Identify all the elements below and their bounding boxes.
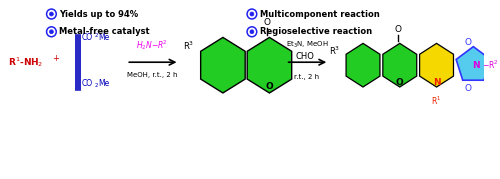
- Circle shape: [250, 30, 254, 34]
- Circle shape: [247, 27, 256, 37]
- Text: Me: Me: [98, 79, 110, 88]
- Polygon shape: [420, 43, 454, 87]
- Circle shape: [247, 9, 256, 19]
- Text: Et$_3$N, MeOH: Et$_3$N, MeOH: [286, 40, 329, 50]
- Circle shape: [46, 9, 56, 19]
- Polygon shape: [247, 37, 292, 93]
- Polygon shape: [383, 43, 416, 87]
- Polygon shape: [346, 43, 380, 87]
- Polygon shape: [200, 37, 245, 93]
- Circle shape: [46, 27, 56, 37]
- Text: r.t., 2 h: r.t., 2 h: [294, 74, 320, 80]
- Circle shape: [250, 12, 254, 16]
- Text: O: O: [394, 25, 401, 34]
- Circle shape: [50, 12, 54, 16]
- Text: O: O: [464, 38, 471, 47]
- Text: N: N: [472, 61, 480, 70]
- Text: 2: 2: [94, 83, 98, 88]
- Text: R$^3$: R$^3$: [328, 45, 340, 57]
- Text: O: O: [263, 18, 270, 28]
- Text: Regioselective reaction: Regioselective reaction: [260, 27, 372, 36]
- Circle shape: [50, 30, 54, 34]
- Text: $-$R$^2$: $-$R$^2$: [482, 59, 499, 71]
- Text: R$^1$: R$^1$: [432, 95, 442, 107]
- Text: Yields up to 94%: Yields up to 94%: [59, 9, 138, 18]
- Text: O: O: [266, 82, 274, 91]
- Text: CO: CO: [82, 33, 93, 42]
- Text: O: O: [396, 78, 404, 87]
- Text: N: N: [432, 78, 440, 87]
- Text: 2: 2: [94, 33, 98, 38]
- Text: R$^3$: R$^3$: [183, 40, 194, 52]
- Text: Me: Me: [98, 33, 110, 42]
- Text: MeOH, r.t., 2 h: MeOH, r.t., 2 h: [127, 72, 178, 78]
- Polygon shape: [456, 47, 490, 80]
- Text: +: +: [52, 54, 59, 63]
- Text: Multicomponent reaction: Multicomponent reaction: [260, 9, 380, 18]
- Text: R$^1$-NH$_2$: R$^1$-NH$_2$: [8, 55, 43, 69]
- Text: Metal-free catalyst: Metal-free catalyst: [59, 27, 150, 36]
- Text: CHO: CHO: [296, 52, 314, 61]
- Text: H$_2$N$-$R$^2$: H$_2$N$-$R$^2$: [136, 38, 168, 52]
- Text: O: O: [464, 84, 471, 93]
- Text: CO: CO: [82, 79, 93, 88]
